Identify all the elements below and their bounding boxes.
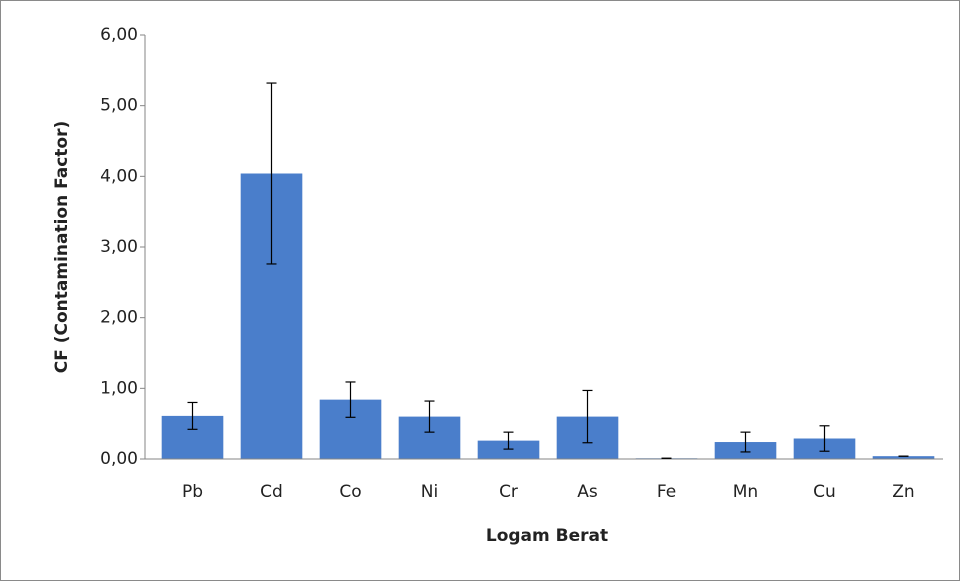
x-tick-label: Ni [421,482,438,502]
x-tick-label: As [577,482,598,502]
y-tick-label: 5,00 [100,96,138,116]
x-tick-label: Cu [813,482,836,502]
error-bar [266,82,277,265]
y-tick-label: 2,00 [100,308,138,328]
y-tick-label: 1,00 [100,378,138,398]
x-tick-label: Zn [892,482,914,502]
bar [477,440,540,459]
y-tick-label: 6,00 [100,25,138,45]
x-tick-label: Co [339,482,361,502]
y-tick-label: 4,00 [100,166,138,186]
y-tick-label: 3,00 [100,237,138,257]
x-axis-title: Logam Berat [486,526,608,546]
error-bar [424,400,435,433]
x-tick-label: Mn [733,482,758,502]
error-bar [740,431,751,453]
y-axis-title: CF (Contamination Factor) [52,121,72,374]
bar [872,456,935,459]
x-tick-label: Fe [657,482,676,502]
error-bar [345,381,356,418]
error-bar [187,401,198,430]
y-tick-label: 0,00 [100,449,138,469]
x-tick-label: Pb [182,482,203,502]
error-bar [503,431,514,450]
x-tick-label: Cd [260,482,283,502]
x-tick-label: Cr [499,482,518,502]
error-bar [819,425,830,452]
error-bar [582,389,593,444]
